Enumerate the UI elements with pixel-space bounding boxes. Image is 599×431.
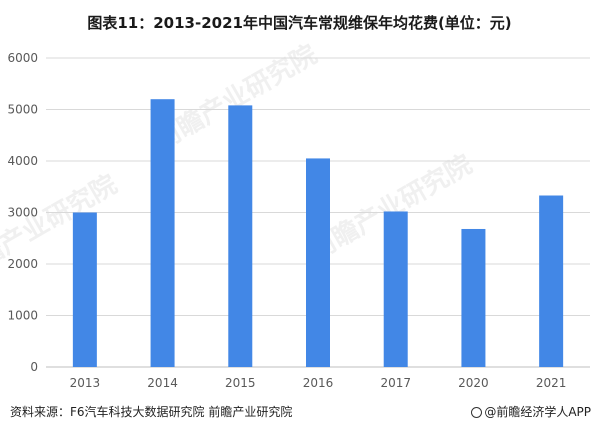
x-axis-ticks: 2013 2014 2015 2016 2017 2020 2021 bbox=[70, 376, 567, 390]
y-tick-label: 1000 bbox=[7, 309, 38, 323]
footer: 资料来源：F6汽车科技大数据研究院 前瞻产业研究院 @前瞻经济学人APP bbox=[0, 399, 599, 423]
source-note: 资料来源：F6汽车科技大数据研究院 前瞻产业研究院 bbox=[10, 405, 293, 419]
brand-label: @前瞻经济学人APP bbox=[484, 405, 591, 419]
bar bbox=[539, 195, 564, 367]
x-tick-label: 2016 bbox=[303, 376, 334, 390]
x-tick-label: 2015 bbox=[225, 376, 256, 390]
brand-credit: @前瞻经济学人APP bbox=[471, 403, 591, 420]
x-tick-label: 2020 bbox=[458, 376, 489, 390]
brand-icon bbox=[471, 407, 483, 418]
y-tick-label: 0 bbox=[30, 360, 38, 374]
bar bbox=[461, 228, 486, 367]
x-tick-label: 2017 bbox=[380, 376, 411, 390]
bar bbox=[72, 212, 97, 367]
x-tick-label: 2021 bbox=[536, 376, 567, 390]
y-tick-label: 3000 bbox=[7, 206, 38, 220]
bar bbox=[306, 158, 330, 367]
y-tick-label: 6000 bbox=[7, 51, 38, 65]
chart-title: 图表11：2013-2021年中国汽车常规维保年均花费(单位：元) bbox=[87, 14, 512, 32]
bar bbox=[383, 211, 408, 367]
bars bbox=[72, 99, 564, 367]
y-tick-label: 2000 bbox=[7, 257, 38, 271]
y-tick-label: 5000 bbox=[7, 103, 38, 117]
bar bbox=[228, 105, 253, 367]
x-tick-label: 2013 bbox=[70, 376, 101, 390]
y-tick-label: 4000 bbox=[7, 154, 38, 168]
x-tick-label: 2014 bbox=[147, 376, 178, 390]
bar bbox=[150, 99, 175, 367]
y-axis-ticks: 0 1000 2000 3000 4000 5000 6000 bbox=[7, 51, 38, 374]
